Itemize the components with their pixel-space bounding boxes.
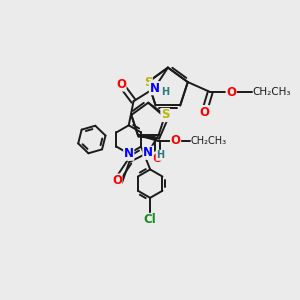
Text: N: N bbox=[124, 147, 134, 160]
Text: O: O bbox=[199, 106, 209, 118]
Text: H: H bbox=[161, 87, 169, 97]
Text: O: O bbox=[116, 78, 126, 91]
Text: S: S bbox=[144, 76, 152, 88]
Text: CH₂CH₃: CH₂CH₃ bbox=[252, 87, 291, 97]
Text: Cl: Cl bbox=[144, 214, 157, 226]
Text: N: N bbox=[149, 82, 159, 95]
Text: O: O bbox=[153, 152, 163, 165]
Text: H: H bbox=[156, 150, 164, 160]
Text: O: O bbox=[226, 85, 236, 98]
Text: CH₂CH₃: CH₂CH₃ bbox=[190, 136, 226, 146]
Text: O: O bbox=[171, 134, 181, 147]
Text: N: N bbox=[143, 146, 153, 159]
Text: S: S bbox=[161, 109, 170, 122]
Text: O: O bbox=[112, 174, 122, 187]
